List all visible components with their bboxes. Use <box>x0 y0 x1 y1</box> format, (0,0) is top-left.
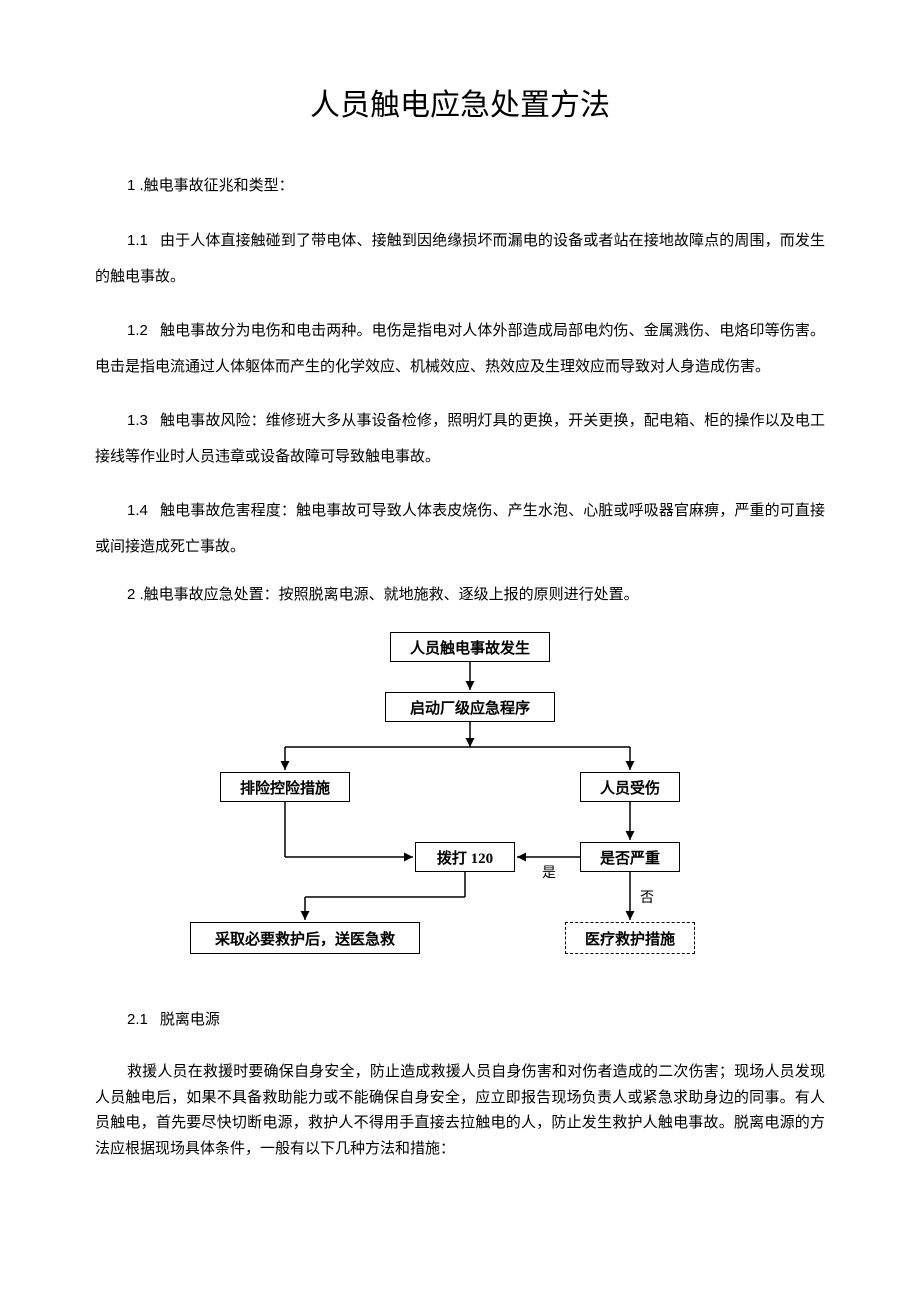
edge-label-no: 否 <box>640 887 654 907</box>
para-text: 由于人体直接触碰到了带电体、接触到因绝缘损坏而漏电的设备或者站在接地故障点的周围… <box>95 233 825 285</box>
flow-node-injury: 人员受伤 <box>580 772 680 802</box>
flow-node-start-procedure: 启动厂级应急程序 <box>385 692 555 722</box>
para-num: 1.2 <box>127 322 148 339</box>
para-num: 1.1 <box>127 232 148 249</box>
para-text: 触电事故分为电伤和电击两种。电伤是指电对人体外部造成局部电灼伤、金属溅伤、电烙印… <box>95 323 825 375</box>
para-text: 触电事故危害程度：触电事故可导致人体表皮烧伤、产生水泡、心脏或呼吸器官麻痹，严重… <box>95 503 825 555</box>
flow-node-send-hospital: 采取必要救护后，送医急救 <box>190 922 420 954</box>
section-2-1-body: 救援人员在救援时要确保自身安全，防止造成救援人员自身伤害和对伤者造成的二次伤害；… <box>95 1060 825 1162</box>
paragraph-1-3: 1.3触电事故风险：维修班大多从事设备检修，照明灯具的更换，开关更换，配电箱、柜… <box>95 403 825 475</box>
paragraph-1-1: 1.1由于人体直接触碰到了带电体、接触到因绝缘损坏而漏电的设备或者站在接地故障点… <box>95 223 825 295</box>
para-text: 触电事故风险：维修班大多从事设备检修，照明灯具的更换，开关更换，配电箱、柜的操作… <box>95 413 825 465</box>
flow-node-risk-control: 排险控险措施 <box>220 772 350 802</box>
paragraph-1-4: 1.4触电事故危害程度：触电事故可导致人体表皮烧伤、产生水泡、心脏或呼吸器官麻痹… <box>95 493 825 565</box>
section-1-heading: 1 .触电事故征兆和类型： <box>127 174 825 195</box>
para-num: 1.4 <box>127 502 148 519</box>
para-text: 脱离电源 <box>160 1012 220 1028</box>
edge-label-yes: 是 <box>542 862 556 882</box>
paragraph-1-2: 1.2触电事故分为电伤和电击两种。电伤是指电对人体外部造成局部电灼伤、金属溅伤、… <box>95 313 825 385</box>
flow-node-medical-measures: 医疗救护措施 <box>565 922 695 954</box>
flow-node-incident: 人员触电事故发生 <box>390 632 550 662</box>
flow-node-call-120: 拨打 120 <box>415 842 515 872</box>
section-2-1-heading: 2.1 脱离电源 <box>95 1002 825 1038</box>
flowchart-edges <box>190 632 730 972</box>
para-num: 1.3 <box>127 412 148 429</box>
section-2-heading: 2 .触电事故应急处置：按照脱离电源、就地施救、逐级上报的原则进行处置。 <box>127 583 825 604</box>
page-title: 人员触电应急处置方法 <box>95 80 825 124</box>
flowchart: 人员触电事故发生 启动厂级应急程序 排险控险措施 人员受伤 拨打 120 是否严… <box>190 632 730 972</box>
flow-node-severe-decision: 是否严重 <box>580 842 680 872</box>
para-num: 2.1 <box>127 1011 148 1028</box>
